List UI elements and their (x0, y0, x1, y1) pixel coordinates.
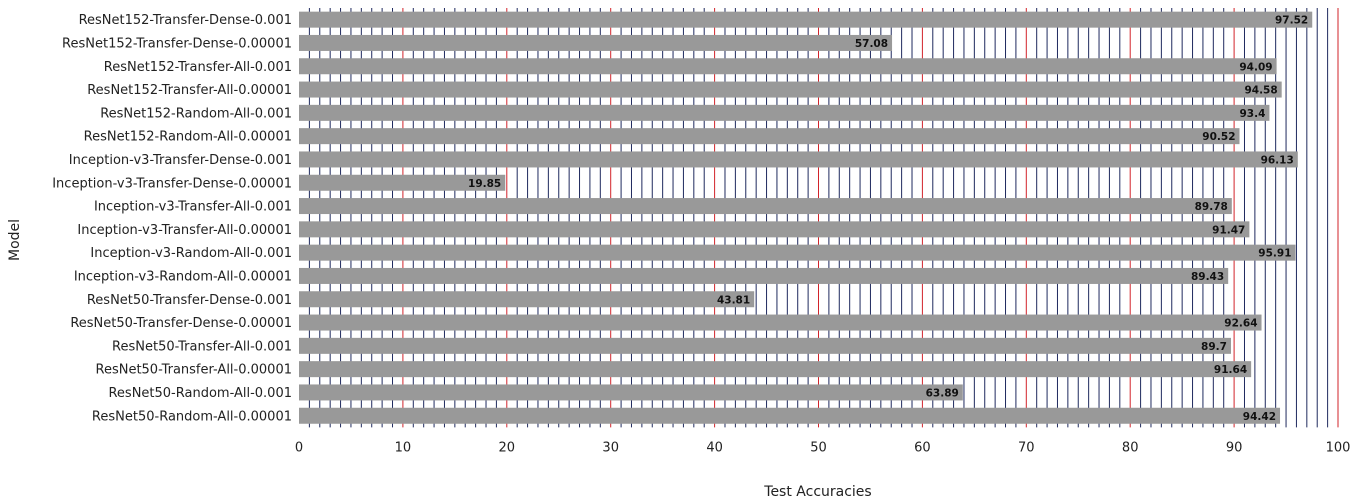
bar (299, 244, 1296, 261)
value-label: 91.64 (1214, 364, 1247, 376)
bar (299, 361, 1252, 378)
value-label: 90.52 (1202, 131, 1235, 143)
category-label: ResNet50-Random-All-0.001 (108, 386, 292, 401)
category-label: ResNet50-Transfer-All-0.00001 (96, 363, 293, 378)
value-label: 96.13 (1261, 154, 1294, 166)
value-label: 89.78 (1195, 201, 1228, 213)
bar (299, 174, 506, 191)
bars (299, 11, 1313, 424)
x-tick-label: 40 (706, 440, 723, 455)
x-tick-label: 80 (1122, 440, 1139, 455)
bar (299, 384, 963, 401)
grid-lines (308, 8, 1339, 428)
bar (299, 198, 1232, 215)
value-label: 94.58 (1244, 85, 1277, 97)
x-tick-label: 50 (810, 440, 827, 455)
value-label: 43.81 (717, 294, 750, 306)
bar (299, 104, 1270, 121)
x-tick-label: 100 (1326, 440, 1351, 455)
category-label: Inception-v3-Transfer-All-0.00001 (77, 223, 292, 238)
bar (299, 407, 1281, 424)
bar (299, 151, 1298, 168)
category-label: ResNet152-Transfer-All-0.001 (104, 60, 292, 75)
category-label: Inception-v3-Transfer-Dense-0.001 (69, 153, 292, 168)
x-tick-label: 20 (499, 440, 516, 455)
category-label: ResNet152-Transfer-All-0.00001 (87, 83, 292, 98)
value-label: 92.64 (1224, 318, 1257, 330)
bar (299, 221, 1250, 238)
category-label: ResNet50-Transfer-Dense-0.001 (87, 293, 292, 308)
x-tick-labels: 0 10 20 30 40 50 60 70 80 90 100 (295, 440, 1351, 455)
bar (299, 314, 1262, 331)
category-label: Inception-v3-Transfer-All-0.001 (94, 200, 292, 215)
x-tick-label: 90 (1226, 440, 1243, 455)
category-label: ResNet50-Random-All-0.00001 (92, 409, 292, 424)
category-label: ResNet50-Transfer-Dense-0.00001 (70, 316, 292, 331)
value-label: 19.85 (468, 178, 501, 190)
x-tick-label: 60 (914, 440, 931, 455)
x-tick-label: 30 (602, 440, 619, 455)
value-label: 89.43 (1191, 271, 1224, 283)
category-label: ResNet152-Transfer-Dense-0.00001 (62, 36, 292, 51)
bar (299, 291, 755, 308)
category-label: ResNet152-Transfer-Dense-0.001 (79, 13, 292, 28)
value-label: 57.08 (855, 38, 888, 50)
category-label: ResNet152-Random-All-0.001 (100, 106, 292, 121)
value-label: 94.09 (1239, 61, 1272, 73)
value-label: 63.89 (926, 387, 959, 399)
bar (299, 267, 1229, 284)
x-axis-title: Test Accuracies (763, 484, 871, 500)
value-label: 95.91 (1258, 248, 1291, 260)
bar (299, 11, 1313, 28)
x-tick-label: 0 (295, 440, 303, 455)
value-labels: 97.52 57.08 94.09 94.58 93.4 90.52 96.13 19.85 8… (468, 15, 1308, 423)
category-label: Inception-v3-Random-All-0.00001 (74, 269, 292, 284)
value-label: 91.47 (1212, 224, 1245, 236)
x-tick-label: 10 (395, 440, 412, 455)
bar (299, 58, 1277, 75)
x-tick-label: 70 (1018, 440, 1035, 455)
category-label: Inception-v3-Random-All-0.001 (90, 246, 292, 261)
bar (299, 34, 893, 51)
category-labels: ResNet152-Transfer-Dense-0.001 ResNet152-… (52, 13, 292, 424)
y-axis-title: Model (7, 219, 23, 261)
bar (299, 81, 1282, 98)
value-label: 93.4 (1240, 108, 1266, 120)
value-label: 89.7 (1201, 341, 1227, 353)
category-label: Inception-v3-Transfer-Dense-0.00001 (52, 176, 292, 191)
value-label: 97.52 (1275, 15, 1308, 27)
category-label: ResNet152-Random-All-0.00001 (84, 130, 292, 145)
bar (299, 337, 1231, 354)
category-label: ResNet50-Transfer-All-0.001 (112, 339, 292, 354)
value-label: 94.42 (1243, 411, 1276, 423)
bar (299, 128, 1240, 145)
